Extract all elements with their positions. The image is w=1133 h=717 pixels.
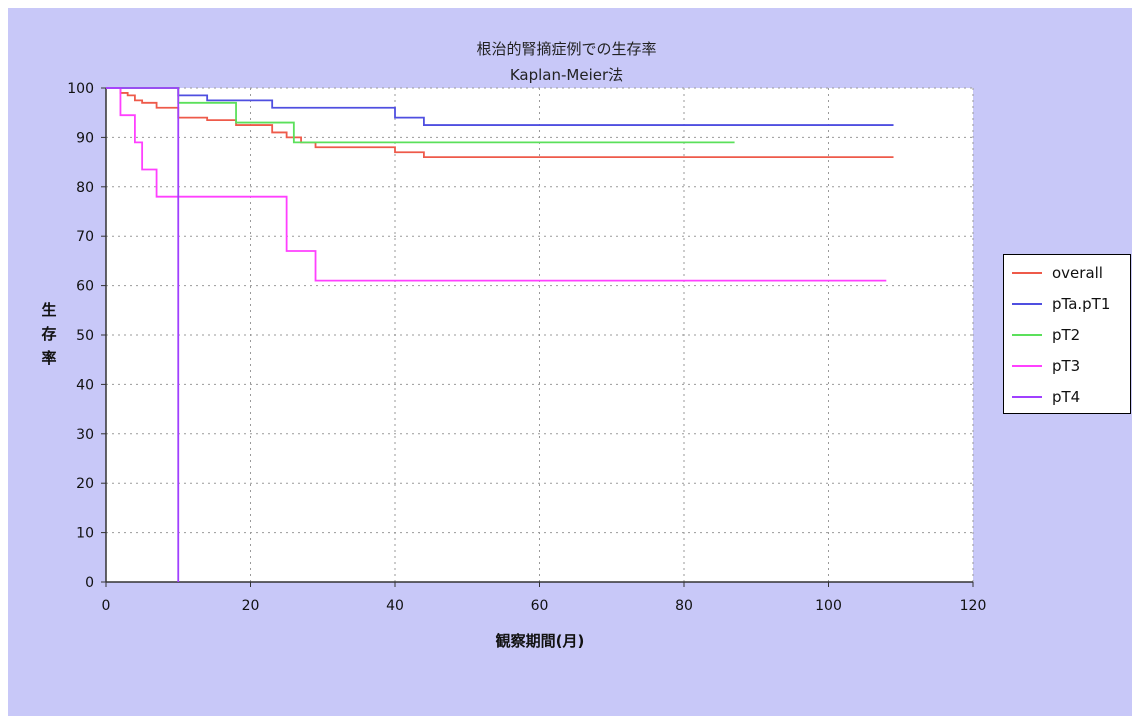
x-tick-label: 40 <box>386 598 404 614</box>
x-tick-label: 20 <box>242 598 260 614</box>
legend-swatch-pt4 <box>1012 396 1042 398</box>
y-tick-label: 100 <box>67 81 94 97</box>
x-tick-label: 0 <box>102 598 111 614</box>
legend-swatch-pt2 <box>1012 334 1042 336</box>
legend-item-overall: overall <box>1012 263 1103 283</box>
y-tick-label: 30 <box>76 427 94 443</box>
chart-title: 根治的腎摘症例での生存率 <box>476 40 657 58</box>
y-tick-label: 90 <box>76 130 94 146</box>
y-tick-label: 50 <box>76 328 94 344</box>
x-axis-label: 観察期間(月) <box>495 632 585 650</box>
y-axis-label-text: 生存率 <box>41 301 57 367</box>
legend-label-pta-pt1: pTa.pT1 <box>1052 295 1111 313</box>
legend-label-overall: overall <box>1052 264 1103 282</box>
chart-subtitle: Kaplan-Meier法 <box>509 66 624 84</box>
x-tick-label: 100 <box>815 598 842 614</box>
series-line-overall <box>106 87 894 159</box>
legend-label-pt2: pT2 <box>1052 326 1081 344</box>
legend-swatch-pta-pt1 <box>1012 303 1042 305</box>
series-line-pt3 <box>106 87 887 282</box>
y-tick-label: 20 <box>76 476 94 492</box>
legend-swatch-overall <box>1012 272 1042 274</box>
x-tick-label: 120 <box>960 598 987 614</box>
legend-item-pt2: pT2 <box>1012 325 1080 345</box>
legend-item-pt4: pT4 <box>1012 387 1080 407</box>
y-tick-label: 60 <box>76 279 94 295</box>
series-line-pt4 <box>106 87 180 582</box>
legend-swatch-pt3 <box>1012 365 1042 367</box>
y-tick-label: 70 <box>76 229 94 245</box>
y-tick-label: 40 <box>76 377 94 393</box>
y-tick-label: 10 <box>76 526 94 542</box>
legend-item-pta-pt1: pTa.pT1 <box>1012 294 1110 314</box>
x-tick-label: 80 <box>675 598 693 614</box>
legend: overall pTa.pT1 pT2 pT3 pT4 <box>1003 254 1131 414</box>
legend-label-pt3: pT3 <box>1052 357 1081 375</box>
x-tick-label: 60 <box>531 598 549 614</box>
y-axis-label: 生存率 <box>40 298 58 370</box>
legend-label-pt4: pT4 <box>1052 388 1081 406</box>
y-tick-label: 80 <box>76 180 94 196</box>
y-tick-label: 0 <box>85 575 94 591</box>
legend-item-pt3: pT3 <box>1012 356 1080 376</box>
